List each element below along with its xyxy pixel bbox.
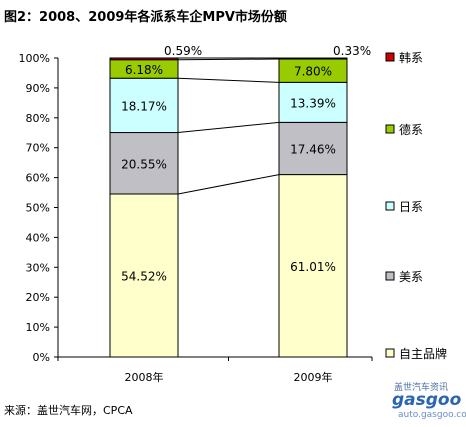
legend-label: 日系 bbox=[399, 200, 423, 214]
y-tick-label: 50% bbox=[26, 202, 50, 215]
legend-label: 美系 bbox=[399, 270, 423, 284]
series-connector-line bbox=[177, 58, 280, 61]
bar-segment bbox=[109, 57, 179, 61]
series-connector-line bbox=[177, 174, 280, 195]
data-label: 13.39% bbox=[290, 96, 336, 110]
y-tick-label: 20% bbox=[26, 291, 50, 304]
data-label: 17.46% bbox=[290, 142, 336, 156]
data-label: 6.18% bbox=[125, 63, 163, 77]
y-tick-label: 70% bbox=[26, 142, 50, 155]
legend-label: 德系 bbox=[399, 122, 423, 137]
category-label: 2008年 bbox=[125, 370, 164, 384]
series-connector-line bbox=[177, 77, 280, 83]
y-tick-label: 0% bbox=[33, 351, 50, 364]
y-tick-label: 30% bbox=[26, 261, 50, 274]
bar-segment bbox=[278, 57, 348, 60]
data-label: 0.33% bbox=[333, 44, 371, 58]
series-connector-line bbox=[177, 121, 280, 134]
y-tick-label: 10% bbox=[26, 321, 50, 334]
y-tick-label: 90% bbox=[26, 82, 50, 95]
bars bbox=[109, 57, 348, 358]
bar-segment bbox=[278, 121, 348, 176]
bar-segment bbox=[109, 77, 179, 134]
data-label: 18.17% bbox=[121, 99, 167, 113]
series-lines bbox=[177, 57, 280, 195]
data-label: 54.52% bbox=[121, 269, 167, 283]
y-tick-label: 60% bbox=[26, 172, 50, 185]
y-tick-label: 80% bbox=[26, 112, 50, 125]
watermark-brand: gasgoo bbox=[392, 390, 462, 410]
legend-label: 韩系 bbox=[399, 50, 423, 65]
legend-swatch bbox=[385, 348, 395, 358]
data-label: 20.55% bbox=[121, 157, 167, 171]
legend-swatch bbox=[385, 124, 395, 134]
data-labels: 54.52% 20.55% 18.17% 6.18%0.59% 61.01% 17.46%… bbox=[121, 44, 371, 283]
y-tick-label: 40% bbox=[26, 231, 50, 244]
data-label: 0.59% bbox=[164, 44, 202, 58]
data-label: 61.01% bbox=[290, 260, 336, 274]
watermark-url: auto.gasgoo.com bbox=[398, 410, 466, 420]
y-tick-label: 100% bbox=[19, 52, 50, 65]
bar-segment bbox=[109, 132, 179, 195]
source-note: 来源：盖世汽车网，CPCA bbox=[4, 404, 133, 417]
legend-swatch bbox=[385, 52, 395, 62]
chart-title: 图2：2008、2009年各派系车企MPV市场份额 bbox=[4, 10, 287, 25]
category-labels: 2008年 2009年 bbox=[125, 370, 333, 384]
legend-swatch bbox=[385, 201, 395, 211]
data-label: 7.80% bbox=[294, 65, 332, 79]
watermark-tagline: 盖世汽车资讯 bbox=[394, 383, 449, 393]
bar-segment bbox=[278, 174, 348, 358]
bar-segment bbox=[278, 81, 348, 123]
legend-swatch bbox=[385, 271, 395, 281]
bar-segment bbox=[109, 193, 179, 358]
axis-layer: 0% 10% 20% 30% 40% 50% 60% 70% 80% 90% 100% bbox=[19, 52, 373, 364]
gasgoo-watermark-logo: 盖世汽车资讯 gasgoo auto.gasgoo.com bbox=[386, 380, 466, 424]
category-label: 2009年 bbox=[294, 370, 333, 384]
legend-label: 自主品牌 bbox=[399, 347, 447, 361]
